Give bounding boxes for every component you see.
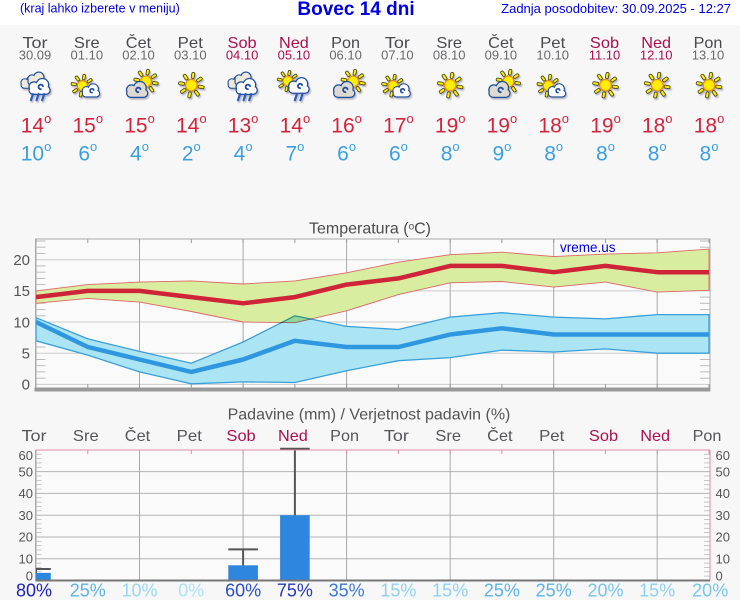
svg-text:Tor: Tor <box>22 428 48 445</box>
svg-text:25%: 25% <box>536 581 572 600</box>
svg-text:15%: 15% <box>380 581 416 600</box>
svg-text:Pet: Pet <box>540 35 566 52</box>
svg-text:Bovec 14 dni: Bovec 14 dni <box>297 0 414 20</box>
svg-text:Čet: Čet <box>126 33 152 52</box>
svg-text:Sob: Sob <box>589 428 618 445</box>
svg-text:30.09: 30.09 <box>19 47 52 62</box>
svg-text:Padavine (mm) / Verjetnost pad: Padavine (mm) / Verjetnost padavin (%) <box>228 406 511 423</box>
svg-text:20%: 20% <box>692 581 728 600</box>
svg-text:Tor: Tor <box>23 35 49 52</box>
svg-text:40: 40 <box>19 486 33 501</box>
svg-text:03.10: 03.10 <box>174 47 207 62</box>
svg-text:11.10: 11.10 <box>589 47 621 62</box>
svg-text:60%: 60% <box>225 581 261 600</box>
svg-text:Sre: Sre <box>74 35 100 52</box>
svg-text:20: 20 <box>19 530 33 545</box>
svg-text:09.10: 09.10 <box>485 47 518 62</box>
svg-text:vreme.us: vreme.us <box>560 240 616 255</box>
svg-text:25%: 25% <box>70 581 106 600</box>
svg-text:60: 60 <box>716 448 730 463</box>
svg-text:Tor: Tor <box>385 35 411 52</box>
svg-text:75%: 75% <box>277 581 313 600</box>
svg-text:Ned: Ned <box>641 35 671 52</box>
svg-text:Čet: Čet <box>488 33 514 52</box>
svg-text:15: 15 <box>13 283 30 300</box>
svg-text:0: 0 <box>716 569 723 584</box>
svg-text:13.10: 13.10 <box>692 47 725 62</box>
svg-text:04.10: 04.10 <box>226 47 259 62</box>
svg-text:12.10: 12.10 <box>640 47 673 62</box>
svg-text:Tor: Tor <box>384 428 410 445</box>
svg-text:Pon: Pon <box>693 428 722 445</box>
svg-text:08.10: 08.10 <box>433 47 466 62</box>
svg-text:0%: 0% <box>178 581 204 600</box>
svg-text:Temperatura (oC): Temperatura (oC) <box>309 221 431 238</box>
svg-text:80%: 80% <box>16 581 52 600</box>
svg-text:60: 60 <box>19 448 33 463</box>
svg-text:Pet: Pet <box>177 428 203 445</box>
svg-text:35%: 35% <box>329 581 365 600</box>
svg-text:10.10: 10.10 <box>536 47 569 62</box>
svg-text:Sob: Sob <box>228 35 257 52</box>
svg-text:30: 30 <box>716 508 730 523</box>
svg-text:10: 10 <box>716 551 730 566</box>
svg-text:Pet: Pet <box>539 428 565 445</box>
svg-text:19o: 19o <box>435 111 466 138</box>
svg-text:Pon: Pon <box>694 35 723 52</box>
svg-text:01.10: 01.10 <box>71 47 104 62</box>
svg-text:15%: 15% <box>639 581 675 600</box>
svg-text:07.10: 07.10 <box>381 47 414 62</box>
svg-text:06.10: 06.10 <box>329 47 362 62</box>
svg-text:0: 0 <box>22 377 30 394</box>
svg-text:20: 20 <box>716 530 730 545</box>
svg-text:50: 50 <box>19 464 33 479</box>
svg-text:02.10: 02.10 <box>122 47 155 62</box>
svg-text:Pet: Pet <box>178 35 204 52</box>
svg-text:Sre: Sre <box>435 428 461 445</box>
svg-text:15%: 15% <box>432 581 468 600</box>
svg-text:Ned: Ned <box>279 35 309 52</box>
svg-text:Pon: Pon <box>331 35 360 52</box>
svg-text:Sob: Sob <box>227 428 256 445</box>
svg-text:30: 30 <box>19 508 33 523</box>
svg-text:10: 10 <box>13 314 30 331</box>
svg-text:Čet: Čet <box>125 426 151 445</box>
svg-text:(kraj lahko izberete v meniju): (kraj lahko izberete v meniju) <box>20 2 180 16</box>
svg-text:Pon: Pon <box>330 428 359 445</box>
svg-text:Zadnja posodobitev: 30.09.2025: Zadnja posodobitev: 30.09.2025 - 12:27 <box>501 1 731 16</box>
svg-text:25%: 25% <box>484 581 520 600</box>
svg-text:Sob: Sob <box>590 35 619 52</box>
svg-text:50: 50 <box>716 464 730 479</box>
svg-text:10%: 10% <box>121 581 157 600</box>
svg-text:20: 20 <box>13 252 30 269</box>
svg-text:05.10: 05.10 <box>278 47 311 62</box>
svg-text:10: 10 <box>19 551 33 566</box>
svg-text:Sre: Sre <box>436 35 462 52</box>
svg-text:5: 5 <box>22 346 30 363</box>
svg-text:Čet: Čet <box>487 426 513 445</box>
svg-text:40: 40 <box>716 486 730 501</box>
svg-text:0: 0 <box>26 569 33 584</box>
svg-text:Ned: Ned <box>640 428 670 445</box>
svg-text:20%: 20% <box>587 581 623 600</box>
svg-text:Ned: Ned <box>278 428 308 445</box>
svg-text:Sre: Sre <box>73 428 99 445</box>
